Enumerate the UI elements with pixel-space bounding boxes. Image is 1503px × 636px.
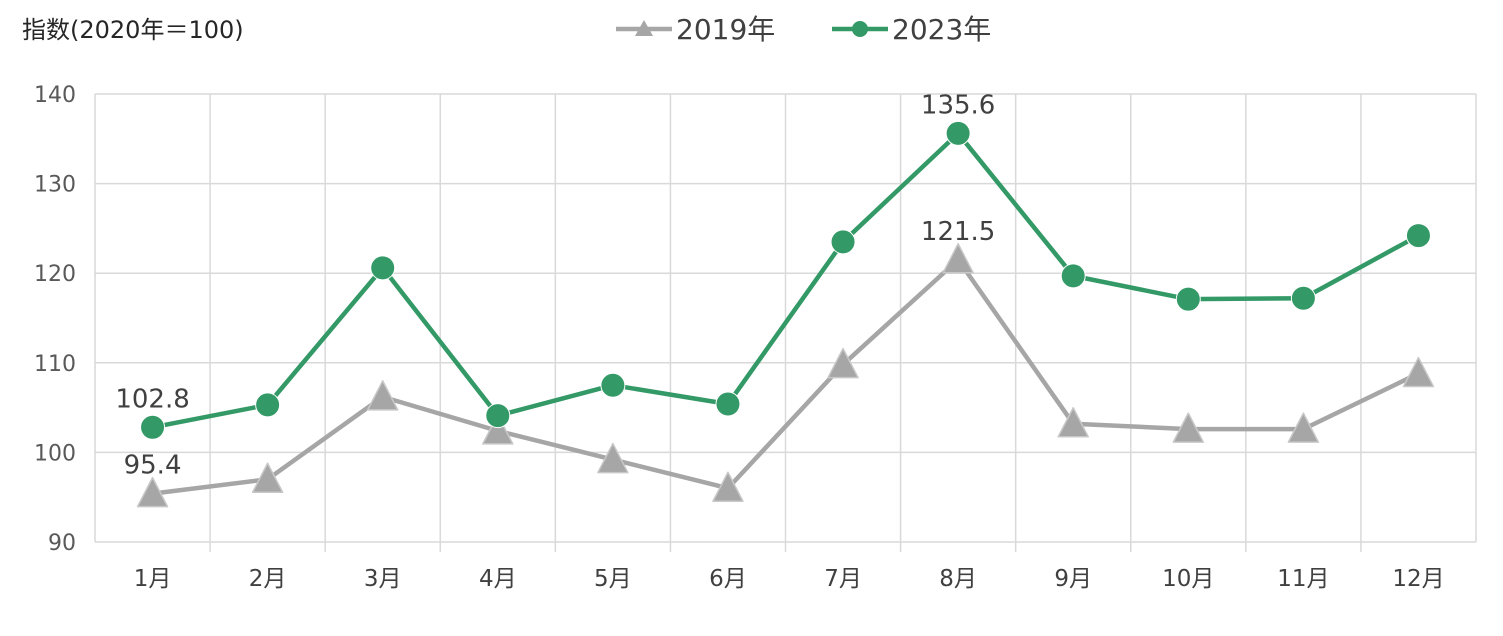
y-tick-label: 110 bbox=[34, 352, 76, 377]
data-point-circle bbox=[1405, 223, 1431, 249]
data-point-triangle bbox=[827, 347, 859, 379]
x-tick-label: 6月 bbox=[709, 566, 747, 592]
data-point-triangle bbox=[251, 462, 284, 494]
x-tick-label: 7月 bbox=[824, 566, 862, 592]
data-point-circle bbox=[830, 229, 856, 255]
legend-label: 2019年 bbox=[676, 13, 775, 46]
x-tick-label: 12月 bbox=[1392, 566, 1444, 592]
legend-label: 2023年 bbox=[892, 13, 991, 46]
data-point-triangle bbox=[1402, 356, 1435, 388]
y-tick-label: 130 bbox=[34, 173, 76, 198]
data-point-triangle bbox=[482, 414, 514, 445]
x-tick-label: 5月 bbox=[594, 566, 632, 592]
data-point-circle bbox=[945, 120, 971, 146]
data-label: 121.5 bbox=[921, 217, 995, 247]
data-point-circle bbox=[1175, 286, 1201, 312]
data-point-triangle bbox=[136, 476, 169, 508]
y-tick-label: 120 bbox=[34, 262, 76, 287]
y-tick-label: 140 bbox=[34, 83, 76, 108]
data-point-circle bbox=[485, 403, 511, 429]
data-point-triangle bbox=[712, 471, 744, 502]
data-point-circle bbox=[140, 414, 166, 440]
data-point-triangle bbox=[1057, 406, 1089, 438]
legend: 2019年 2023年 bbox=[616, 13, 991, 46]
x-tick-label: 1月 bbox=[134, 566, 172, 592]
y-axis-title: 指数(2020年＝100) bbox=[22, 16, 244, 44]
data-point-circle bbox=[1060, 263, 1086, 289]
legend-marker-triangle bbox=[635, 20, 653, 36]
data-point-triangle bbox=[597, 442, 629, 474]
y-tick-label: 90 bbox=[48, 531, 76, 556]
x-axis-ticks: 1月 2月 3月 4月 5月 6月 7月 8月 9月 10月 11月 12月 bbox=[134, 566, 1445, 592]
x-tick-label: 4月 bbox=[479, 566, 517, 592]
x-tick-label: 9月 bbox=[1054, 566, 1092, 592]
data-point-circle bbox=[600, 372, 626, 398]
data-point-triangle bbox=[1287, 412, 1320, 443]
data-label: 135.6 bbox=[921, 90, 995, 120]
data-labels: 95.4 121.5 102.8 135.6 bbox=[115, 90, 995, 480]
series-line-2019年 bbox=[152, 257, 1420, 496]
x-tick-label: 2月 bbox=[249, 566, 287, 592]
y-axis-ticks: 90 100 110 120 130 140 bbox=[34, 83, 76, 556]
x-tick-label: 11月 bbox=[1277, 566, 1329, 592]
data-point-triangle bbox=[366, 380, 399, 411]
data-label: 95.4 bbox=[124, 451, 182, 481]
x-tick-label: 3月 bbox=[364, 566, 402, 592]
x-tick-label: 10月 bbox=[1162, 566, 1214, 592]
data-point-triangle bbox=[942, 243, 974, 274]
x-tick-label: 8月 bbox=[939, 566, 977, 592]
y-tick-label: 100 bbox=[34, 441, 76, 466]
data-point-circle bbox=[1290, 285, 1316, 311]
data-point-triangle bbox=[1172, 412, 1205, 443]
data-point-circle bbox=[370, 255, 396, 281]
data-label: 102.8 bbox=[115, 384, 189, 414]
legend-marker-circle bbox=[852, 21, 868, 37]
data-point-circle bbox=[715, 391, 741, 417]
series-line-2023年 bbox=[152, 131, 1420, 430]
data-point-circle bbox=[255, 392, 281, 418]
series-layer bbox=[136, 120, 1435, 508]
